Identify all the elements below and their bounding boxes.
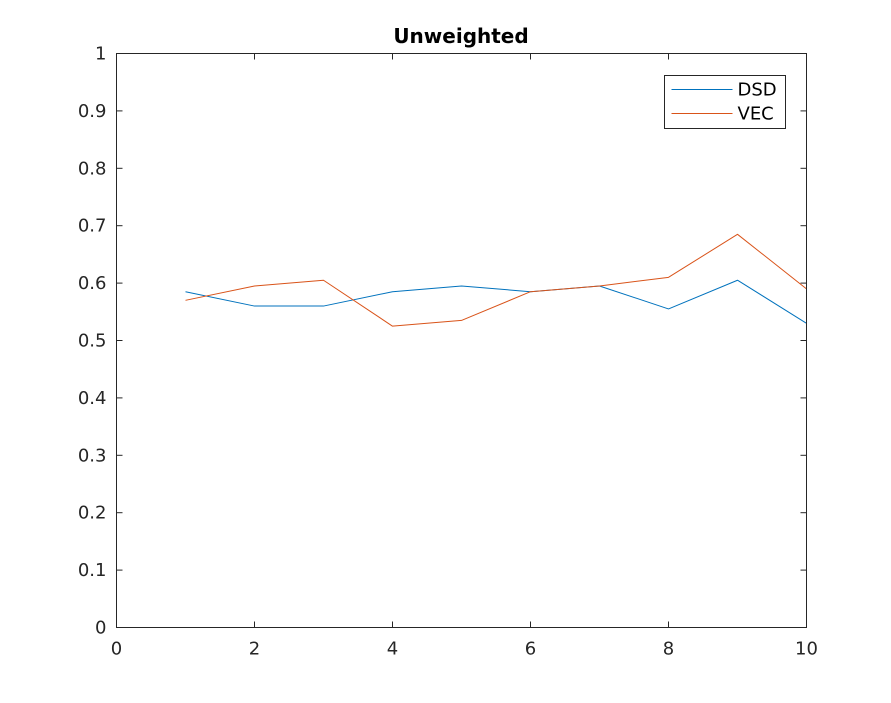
x-tick-label: 8	[663, 639, 674, 660]
x-tick-label: 6	[525, 639, 536, 660]
x-tick-label: 4	[387, 639, 398, 660]
legend-label-vec: VEC	[738, 104, 774, 125]
y-tick-label: 0.4	[78, 388, 107, 409]
series-line-dsd	[185, 279, 807, 324]
y-tick-label: 0.6	[78, 273, 107, 294]
chart-title: Unweighted	[393, 24, 528, 48]
plot-area	[116, 53, 807, 628]
y-tick-label: 0.9	[78, 101, 107, 122]
y-tick-labels: 0 0.1 0.2 0.3 0.4 0.5 0.6 0.7 0.8 0.9 1	[78, 44, 107, 639]
plot-frame	[116, 53, 807, 628]
y-tick-label: 0.1	[78, 560, 107, 581]
y-tick-label: 0.5	[78, 331, 107, 352]
y-tick-label: 0	[95, 618, 106, 639]
y-tick-label: 0.3	[78, 445, 107, 466]
x-tick-labels: 0 2 4 6 8 10	[111, 639, 818, 660]
y-tick-label: 0.2	[78, 503, 107, 524]
series-lines	[185, 233, 807, 327]
series-line-vec	[185, 233, 807, 327]
x-tick-label: 0	[111, 639, 122, 660]
y-tick-label: 0.8	[78, 158, 107, 179]
x-tick-label: 10	[795, 639, 818, 660]
legend-label-dsd: DSD	[738, 80, 777, 101]
y-tick-label: 0.7	[78, 216, 107, 237]
x-tick-label: 2	[249, 639, 260, 660]
legend-box	[664, 75, 786, 129]
y-tick-label: 1	[95, 44, 106, 65]
legend: DSD VEC	[664, 75, 786, 129]
